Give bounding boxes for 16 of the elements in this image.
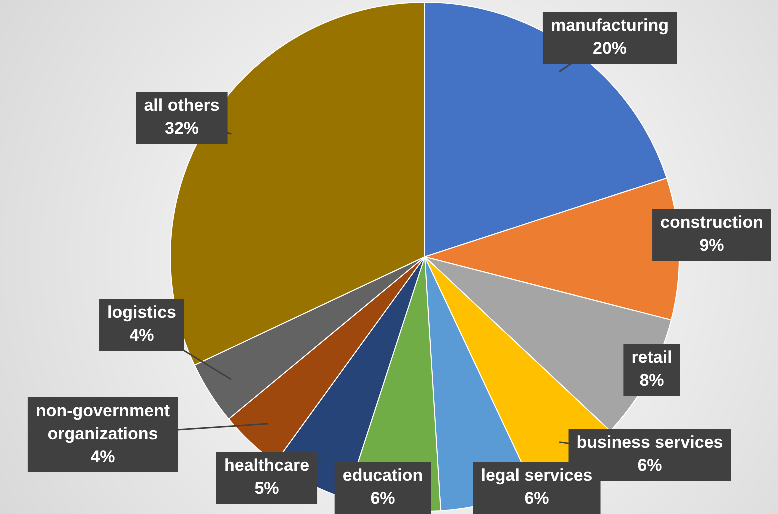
slice-label: logistics <box>108 303 176 322</box>
data-label: 5% <box>254 479 280 498</box>
data-label: 4% <box>130 326 154 346</box>
slice-label: retail <box>632 348 672 368</box>
data-label: 6% <box>524 489 550 508</box>
slice-label: non-government organizations <box>36 402 170 444</box>
data-label: 4% <box>90 448 116 467</box>
slice-label: education <box>342 466 424 486</box>
slice-label: manufacturing <box>550 16 670 36</box>
slice-label: all others <box>144 96 220 116</box>
data-label: 9% <box>700 236 724 256</box>
data-label: 6% <box>638 456 662 476</box>
slice-label: construction <box>660 213 764 232</box>
data-label: 8% <box>640 371 664 390</box>
data-label: 6% <box>370 489 396 508</box>
slice-label: legal services <box>481 466 593 486</box>
